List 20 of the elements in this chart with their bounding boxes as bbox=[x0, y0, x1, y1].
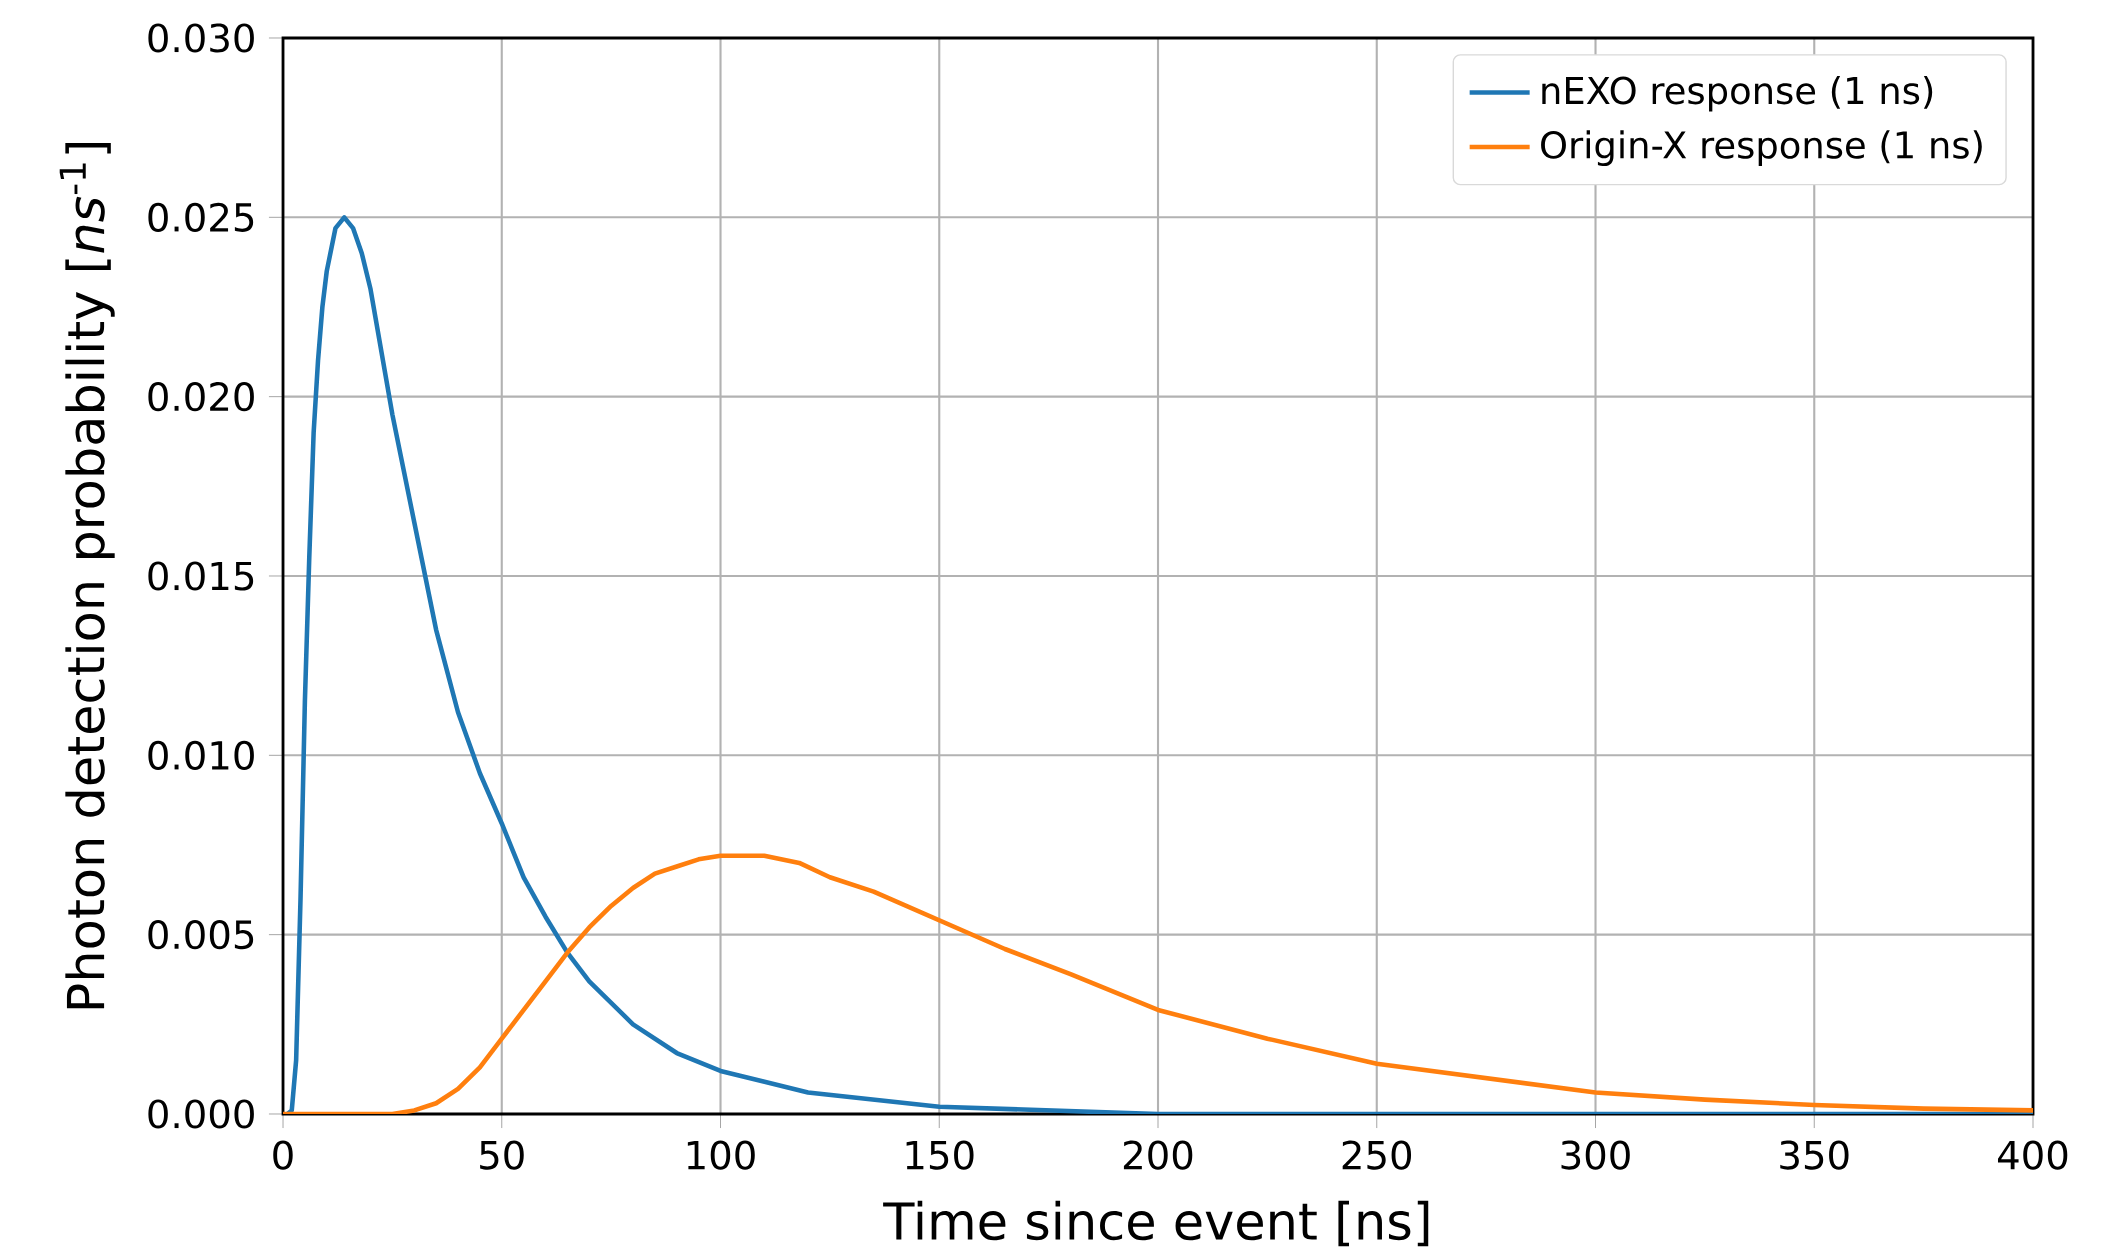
legend-label: Origin-X response (1 ns) bbox=[1541, 130, 1982, 166]
y-tick-label: 0.015 bbox=[148, 561, 254, 591]
x-tick-label: 0 bbox=[273, 1140, 293, 1170]
y-tick-label: 0.000 bbox=[148, 1099, 254, 1129]
x-tick-label: 400 bbox=[1997, 1140, 2068, 1170]
y-tick-label: 0.030 bbox=[148, 23, 254, 53]
x-tick-label: 150 bbox=[906, 1140, 974, 1170]
legend-label: nEXO response (1 ns) bbox=[1542, 75, 1933, 112]
x-axis-title: Time since event [ns] bbox=[883, 1200, 1429, 1247]
y-tick-label: 0.005 bbox=[148, 920, 254, 950]
x-tick-label: 300 bbox=[1561, 1140, 1630, 1170]
y-tick-label: 0.025 bbox=[148, 202, 254, 232]
y-tick-label: 0.010 bbox=[148, 740, 254, 770]
x-tick-label: 50 bbox=[480, 1140, 524, 1170]
y-tick-label: 0.020 bbox=[148, 382, 254, 412]
x-tick-label: 200 bbox=[1123, 1140, 1193, 1170]
x-tick-label: 100 bbox=[687, 1140, 755, 1170]
y-axis-title: Photon detection probability [ns$^{-1}$] bbox=[59, 143, 115, 1009]
x-tick-label: 350 bbox=[1780, 1140, 1849, 1170]
x-tick-label: 250 bbox=[1342, 1140, 1412, 1170]
